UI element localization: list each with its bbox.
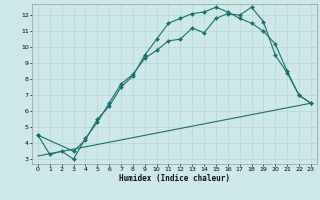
X-axis label: Humidex (Indice chaleur): Humidex (Indice chaleur) [119,174,230,183]
